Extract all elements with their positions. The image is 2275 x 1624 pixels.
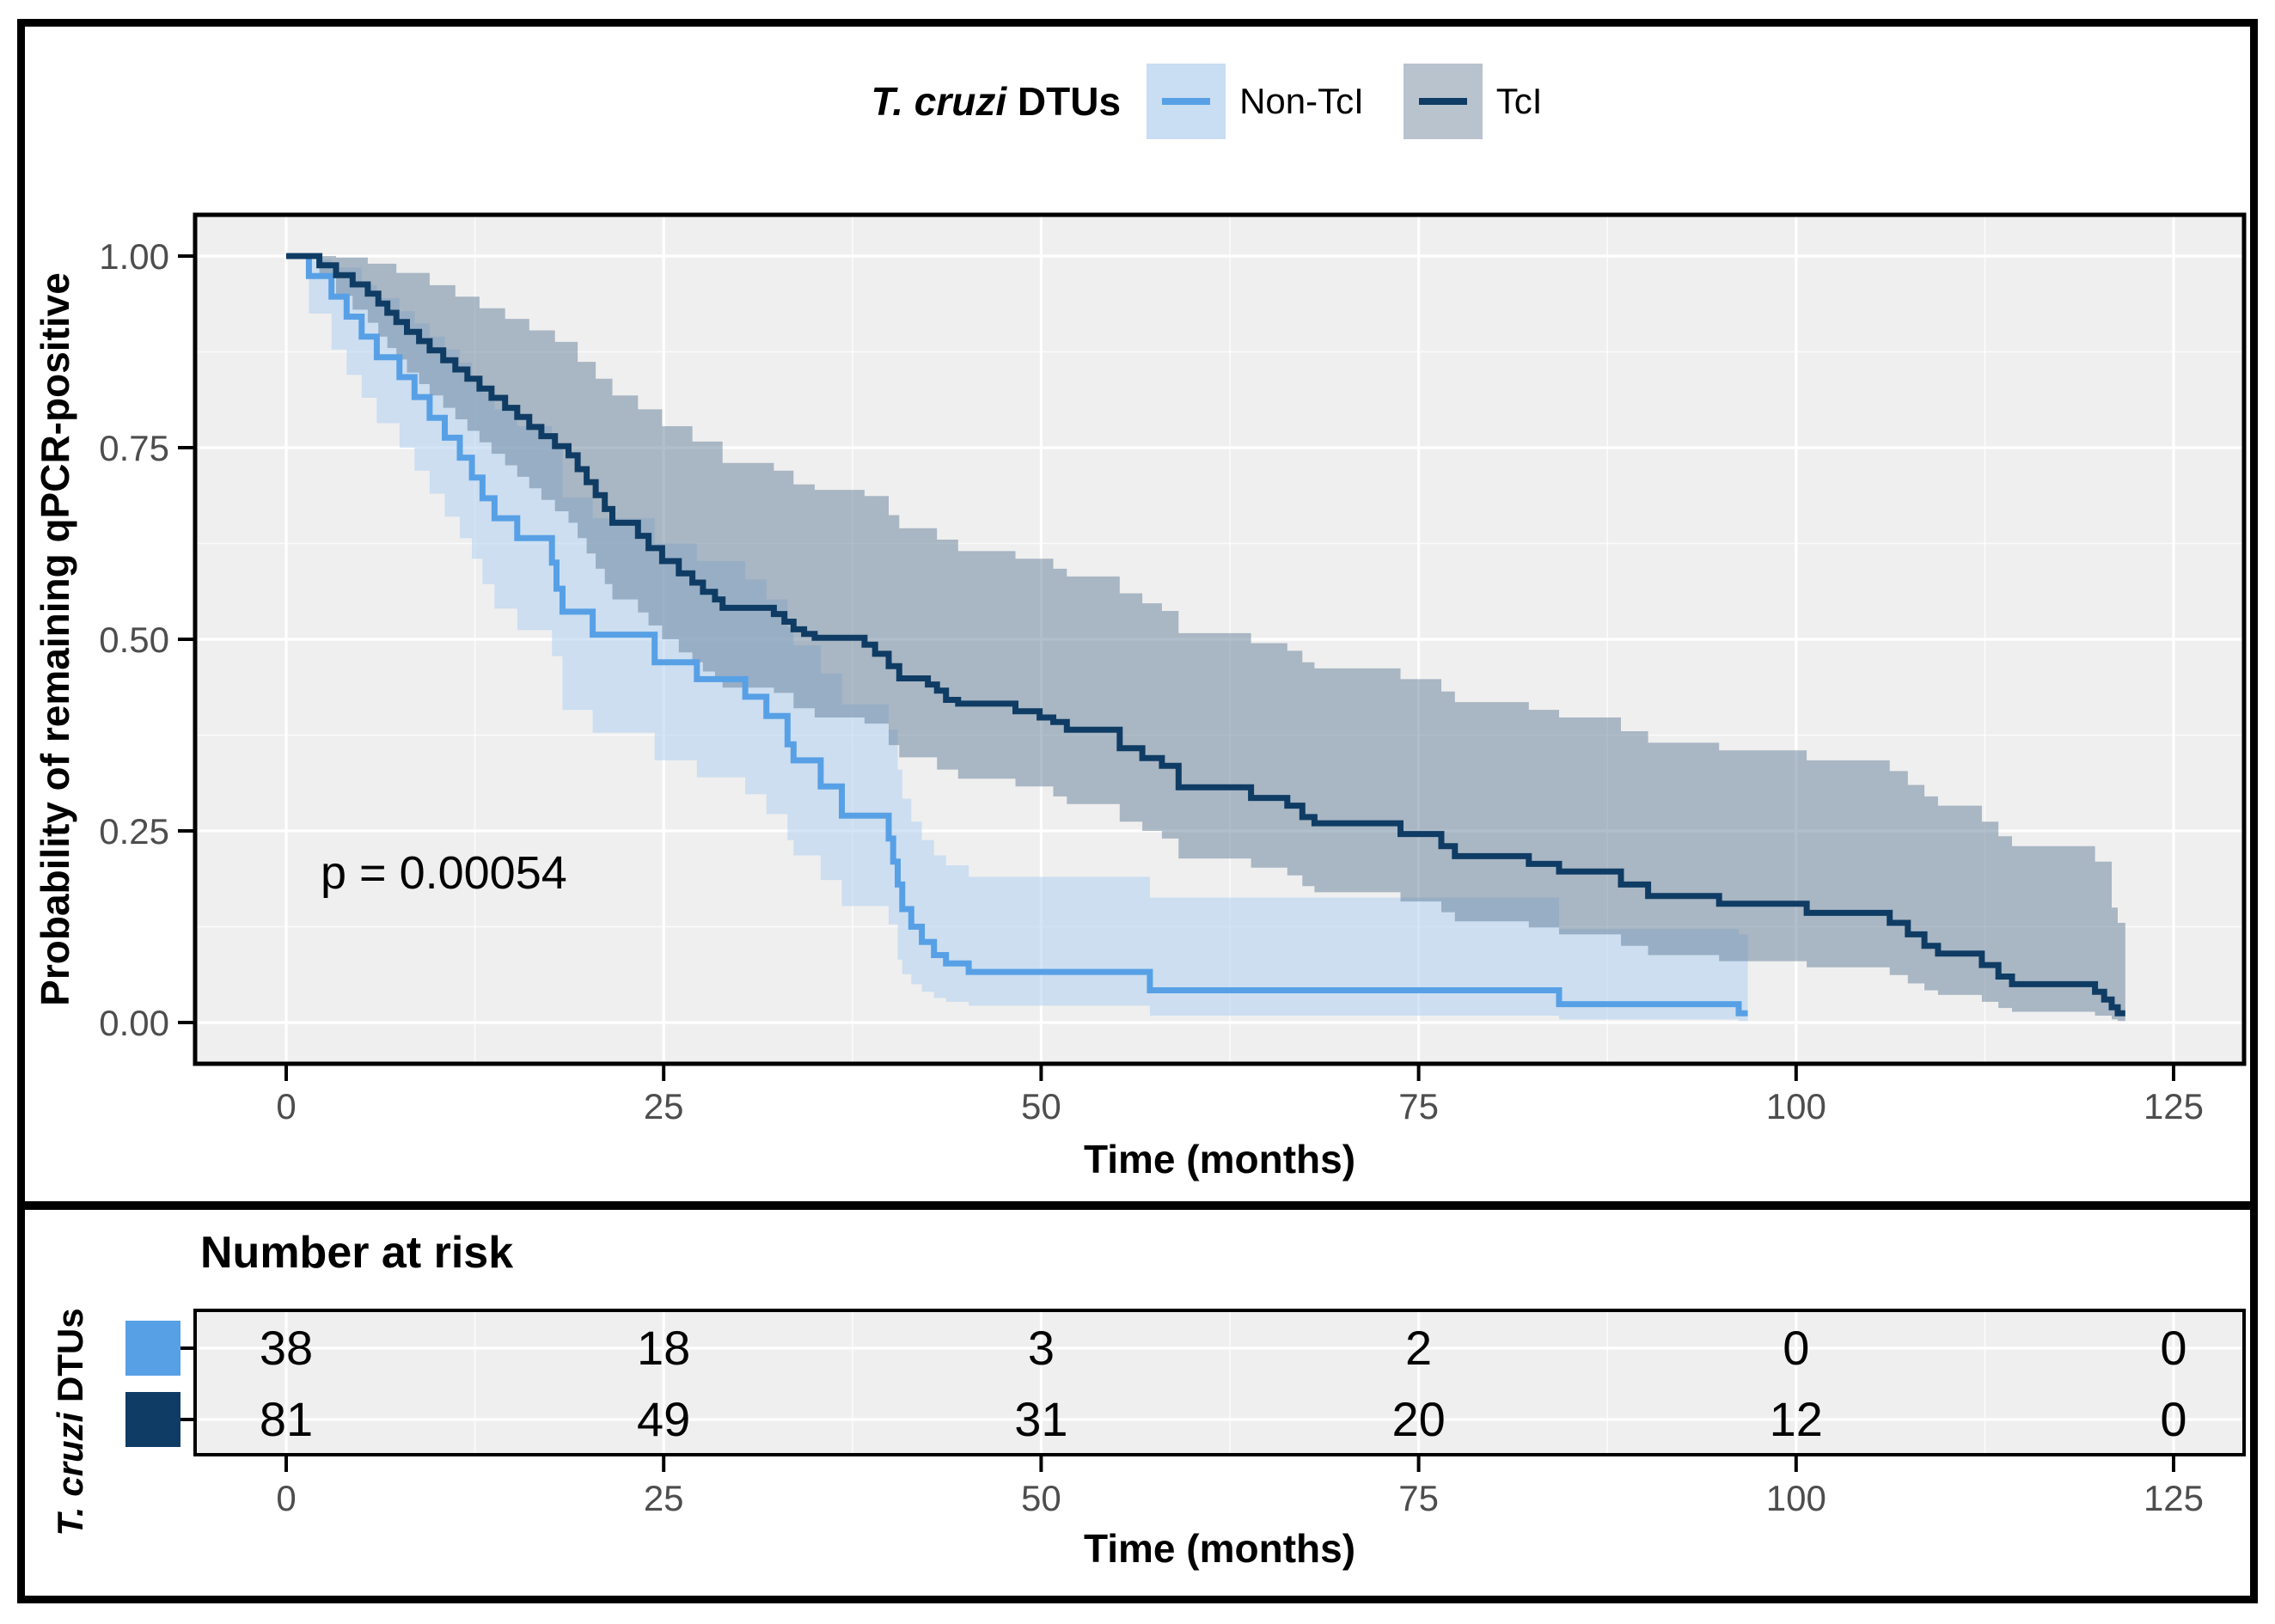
- risk-x-tick-label: 0: [276, 1478, 296, 1518]
- risk-panel-border: [193, 1309, 2246, 1456]
- x-tick-label: 100: [1766, 1086, 1826, 1126]
- risk-table-x-axis-title: Time (months): [1083, 1526, 1356, 1571]
- legend-label-tci: TcI: [1495, 81, 1543, 121]
- y-tick-label: 0.25: [99, 811, 169, 852]
- risk-key-tci: [125, 1392, 180, 1447]
- risk-count-TcI-t25: 49: [637, 1392, 691, 1446]
- risk-x-tick-label: 125: [2144, 1478, 2204, 1518]
- risk-count-Non-TcI-t125: 0: [2160, 1321, 2187, 1375]
- y-tick-label: 0.00: [99, 1003, 169, 1043]
- risk-key-non-tci: [125, 1321, 180, 1376]
- x-axis-title: Time (months): [1083, 1137, 1356, 1181]
- x-tick-label: 75: [1398, 1086, 1439, 1126]
- risk-count-Non-TcI-t100: 0: [1783, 1321, 1810, 1375]
- risk-count-Non-TcI-t0: 38: [259, 1321, 314, 1375]
- plot-panel-border: [193, 212, 2247, 1066]
- risk-count-TcI-t75: 20: [1391, 1392, 1446, 1446]
- risk-count-TcI-t50: 31: [1014, 1392, 1068, 1446]
- risk-x-tick-label: 50: [1021, 1478, 1061, 1518]
- legend-label-non-tci: Non-TcI: [1239, 81, 1364, 121]
- risk-x-tick-label: 25: [644, 1478, 684, 1518]
- tci-line-swatch: [1418, 98, 1467, 105]
- risk-count-TcI-t100: 12: [1769, 1392, 1823, 1446]
- risk-count-Non-TcI-t50: 3: [1027, 1321, 1055, 1375]
- y-tick-label: 1.00: [99, 236, 169, 277]
- x-tick-label: 25: [644, 1086, 684, 1126]
- risk-count-Non-TcI-t75: 2: [1405, 1321, 1433, 1375]
- p-value-annotation: p = 0.00054: [321, 847, 567, 899]
- y-axis-title: Probability of remaining qPCR-positive: [33, 272, 77, 1006]
- risk-panel: [195, 1310, 2244, 1455]
- survival-curve-TcI: [286, 253, 2125, 1017]
- legend: T. cruzi DTUs Non-TcI TcI: [195, 58, 2244, 144]
- risk-count-Non-TcI-t25: 18: [637, 1321, 691, 1375]
- survival-curve-Non-TcI: [286, 253, 1748, 1017]
- x-tick-label: 0: [276, 1086, 296, 1126]
- risk-table-side-label: T. cruzi DTUs: [50, 1308, 90, 1536]
- risk-x-tick-label: 100: [1766, 1478, 1826, 1518]
- ci-band-Non-TcI: [286, 256, 1748, 1022]
- legend-title: T. cruzi DTUs: [871, 79, 1122, 124]
- y-tick-label: 0.50: [99, 620, 169, 660]
- y-tick-label: 0.75: [99, 428, 169, 468]
- risk-count-TcI-t125: 0: [2160, 1392, 2187, 1446]
- x-tick-label: 125: [2144, 1086, 2204, 1126]
- legend-key-non-tci: [1147, 64, 1226, 139]
- non-tci-line-swatch: [1162, 98, 1211, 105]
- risk-count-TcI-t0: 81: [259, 1392, 314, 1446]
- x-tick-label: 50: [1021, 1086, 1061, 1126]
- legend-key-tci: [1403, 64, 1483, 139]
- risk-x-tick-label: 75: [1398, 1478, 1439, 1518]
- panel-divider: [17, 1201, 2258, 1210]
- ci-band-TcI: [286, 256, 2125, 1022]
- risk-table-title: Number at risk: [200, 1228, 514, 1278]
